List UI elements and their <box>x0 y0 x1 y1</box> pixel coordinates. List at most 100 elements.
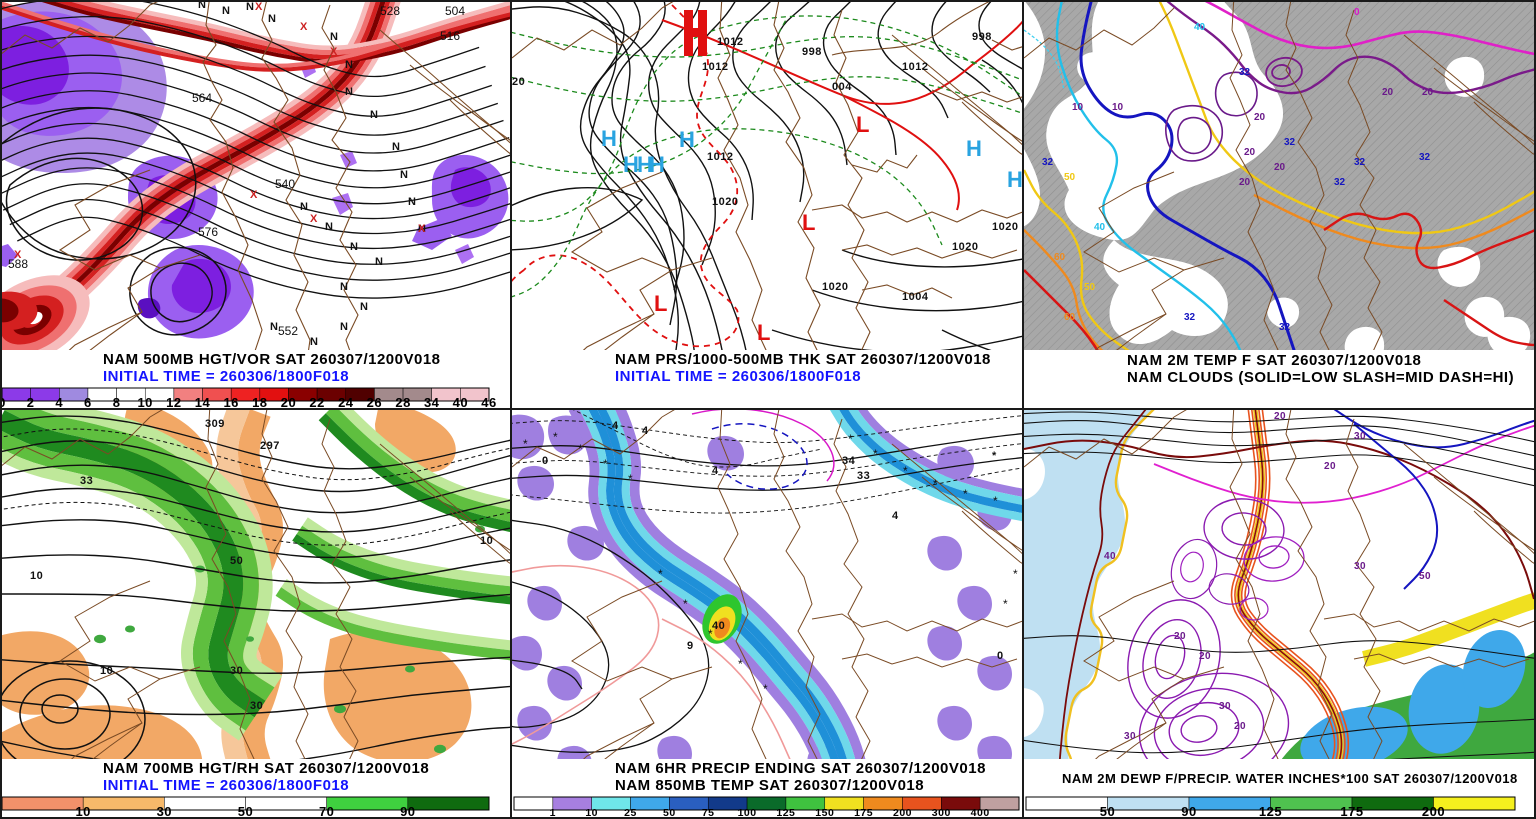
svg-text:NAM 2M TEMP F SAT 260307/1200V: NAM 2M TEMP F SAT 260307/1200V018 <box>1127 352 1421 369</box>
svg-text:X: X <box>330 46 338 58</box>
svg-text:30: 30 <box>230 665 243 677</box>
svg-text:INITIAL TIME = 260306/1800F018: INITIAL TIME = 260306/1800F018 <box>103 368 349 385</box>
svg-text:X: X <box>255 1 263 13</box>
svg-text:N: N <box>300 201 308 213</box>
svg-text:588: 588 <box>8 257 28 271</box>
svg-text:34: 34 <box>842 455 856 467</box>
svg-text:004: 004 <box>832 81 852 93</box>
svg-text:90: 90 <box>1181 804 1196 819</box>
svg-text:1: 1 <box>550 807 556 819</box>
svg-text:L: L <box>856 112 869 137</box>
svg-text:N: N <box>246 1 254 13</box>
svg-text:N: N <box>270 321 278 333</box>
svg-text:0: 0 <box>1354 7 1360 18</box>
svg-text:*: * <box>763 682 768 696</box>
svg-text:N: N <box>375 256 383 268</box>
svg-text:N: N <box>350 241 358 253</box>
svg-text:4: 4 <box>892 510 899 522</box>
svg-text:H: H <box>679 127 695 152</box>
svg-text:200: 200 <box>893 807 912 819</box>
svg-text:175: 175 <box>1340 804 1363 819</box>
svg-text:N: N <box>268 13 276 25</box>
svg-text:*: * <box>848 432 853 446</box>
svg-text:N: N <box>198 0 206 11</box>
svg-text:32: 32 <box>1279 322 1291 333</box>
svg-text:300: 300 <box>932 807 951 819</box>
svg-text:20: 20 <box>1274 411 1286 422</box>
svg-text:50: 50 <box>1064 172 1076 183</box>
svg-text:504: 504 <box>445 4 465 18</box>
svg-text:N: N <box>340 321 348 333</box>
svg-text:H: H <box>649 152 665 177</box>
svg-text:N: N <box>370 109 378 121</box>
svg-text:70: 70 <box>319 804 334 819</box>
svg-text:4: 4 <box>642 425 649 437</box>
svg-text:75: 75 <box>702 807 715 819</box>
svg-text:32: 32 <box>1184 312 1196 323</box>
svg-text:NAM 2M DEWP F/PRECIP. WATER IN: NAM 2M DEWP F/PRECIP. WATER INCHES*100 S… <box>1062 771 1518 786</box>
svg-text:309: 309 <box>205 418 225 430</box>
svg-text:N: N <box>325 221 333 233</box>
svg-text:1020: 1020 <box>712 196 738 208</box>
svg-text:N: N <box>330 31 338 43</box>
svg-text:*: * <box>992 450 997 462</box>
svg-text:0: 0 <box>542 455 549 467</box>
svg-text:*: * <box>523 437 528 451</box>
svg-text:40: 40 <box>1094 222 1106 233</box>
svg-text:10: 10 <box>1072 102 1084 113</box>
svg-text:1012: 1012 <box>707 151 733 163</box>
svg-text:1020: 1020 <box>992 221 1018 233</box>
svg-text:50: 50 <box>238 804 253 819</box>
svg-text:1020: 1020 <box>822 281 848 293</box>
svg-text:32: 32 <box>1042 157 1054 168</box>
svg-text:0: 0 <box>997 650 1004 662</box>
svg-text:20: 20 <box>1199 651 1211 662</box>
svg-text:60: 60 <box>1054 252 1066 263</box>
svg-text:*: * <box>933 477 938 491</box>
svg-text:25: 25 <box>624 807 637 819</box>
svg-text:4: 4 <box>712 465 719 477</box>
svg-text:20: 20 <box>1234 721 1246 732</box>
svg-text:30: 30 <box>250 700 263 712</box>
svg-text:20: 20 <box>1174 631 1186 642</box>
svg-text:N: N <box>310 336 318 348</box>
svg-text:X: X <box>300 21 308 33</box>
svg-text:*: * <box>738 657 743 671</box>
svg-text:NAM 500MB HGT/VOR SAT 260307/1: NAM 500MB HGT/VOR SAT 260307/1200V018 <box>103 351 441 368</box>
svg-text:*: * <box>903 464 908 478</box>
svg-text:10: 10 <box>30 570 43 582</box>
svg-text:998: 998 <box>802 46 822 58</box>
svg-text:L: L <box>654 291 667 316</box>
svg-text:1012: 1012 <box>702 61 728 73</box>
svg-text:50: 50 <box>1419 571 1431 582</box>
svg-text:10: 10 <box>480 535 493 547</box>
svg-text:90: 90 <box>400 804 415 819</box>
svg-text:*: * <box>963 487 968 501</box>
svg-text:N: N <box>400 169 408 181</box>
svg-text:N: N <box>222 5 230 17</box>
svg-text:INITIAL TIME = 260306/1800F018: INITIAL TIME = 260306/1800F018 <box>615 368 861 385</box>
svg-text:20: 20 <box>1422 87 1434 98</box>
svg-text:N: N <box>360 301 368 313</box>
svg-text:32: 32 <box>1419 152 1431 163</box>
svg-text:200: 200 <box>1422 804 1445 819</box>
svg-text:1004: 1004 <box>902 291 929 303</box>
svg-text:INITIAL TIME = 260306/1800F018: INITIAL TIME = 260306/1800F018 <box>103 777 349 794</box>
svg-text:33: 33 <box>857 470 870 482</box>
svg-text:564: 564 <box>192 91 212 105</box>
svg-text:20: 20 <box>1244 147 1256 158</box>
svg-text:50: 50 <box>663 807 676 819</box>
svg-text:N: N <box>392 141 400 153</box>
svg-text:60: 60 <box>1064 312 1076 323</box>
svg-text:NAM 850MB TEMP SAT 260307/1200: NAM 850MB TEMP SAT 260307/1200V018 <box>615 777 924 794</box>
svg-text:50: 50 <box>1100 804 1115 819</box>
svg-text:X: X <box>250 189 258 201</box>
svg-text:100: 100 <box>738 807 757 819</box>
svg-text:20: 20 <box>1324 461 1336 472</box>
svg-text:30: 30 <box>1354 561 1366 572</box>
svg-text:125: 125 <box>1259 804 1282 819</box>
svg-text:10: 10 <box>1112 102 1124 113</box>
svg-text:N: N <box>345 86 353 98</box>
svg-text:32: 32 <box>1354 157 1366 168</box>
svg-text:297: 297 <box>260 440 280 452</box>
